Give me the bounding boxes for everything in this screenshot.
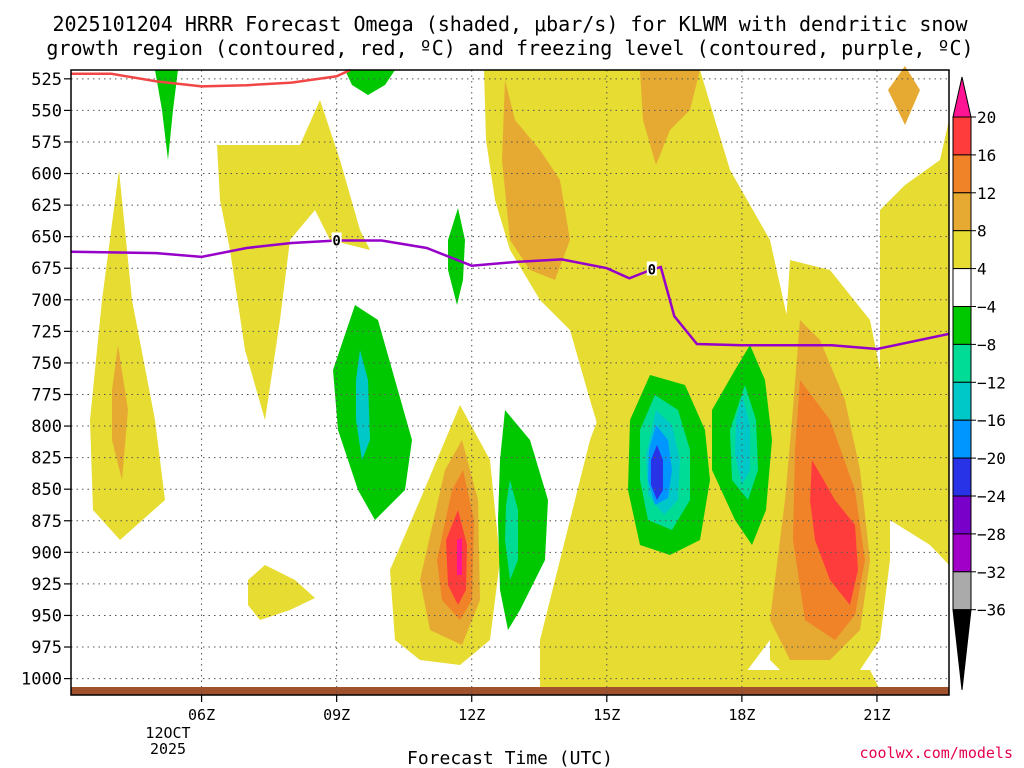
- y-tick-label: 600: [31, 165, 62, 185]
- colorbar-label: 4: [977, 260, 987, 279]
- colorbar-label: 16: [977, 146, 996, 165]
- y-tick-label: 650: [31, 228, 62, 248]
- colorbar-segment: [952, 381, 972, 421]
- colorbar-label: −32: [977, 563, 1006, 582]
- x-tick-label: 15Z: [593, 706, 620, 724]
- x-tick-label: 12Z: [458, 706, 485, 724]
- omega-area-teal-right-2b: [735, 395, 750, 485]
- colorbar-label: −4: [977, 298, 996, 317]
- colorbar-label: −24: [977, 487, 1006, 506]
- y-tick-label: 925: [31, 575, 62, 595]
- y-tick-label: 625: [31, 196, 62, 216]
- omega-area-green-left-mid: [333, 305, 412, 520]
- omega-area-darkblue-right-1: [651, 445, 663, 500]
- y-tick-label: 975: [31, 638, 62, 658]
- colorbar-segment: [952, 192, 972, 232]
- colorbar-label: −8: [977, 335, 996, 354]
- colorbar-segment: [952, 495, 972, 535]
- colorbar-label: −36: [977, 601, 1006, 620]
- y-tick-label: 825: [31, 449, 62, 469]
- omega-area-left-plume: [90, 170, 165, 540]
- colorbar-label: −28: [977, 525, 1006, 544]
- y-tick-label: 775: [31, 385, 62, 405]
- omega-area-green-small: [448, 208, 465, 305]
- omega-area-teal-left-mid: [356, 350, 370, 460]
- x-tick-label: 06Z: [188, 706, 215, 724]
- colorbar-segment: [952, 306, 972, 345]
- y-tick-label: 1000: [21, 670, 62, 690]
- colorbar: 20 16 12 8 4 −4 −8 −12 −16 −20 −24 −28 −32 −36: [952, 76, 1006, 691]
- credit-text: coolwx.com/models: [859, 744, 1013, 762]
- y-tick-label: 725: [31, 322, 62, 342]
- freezing-level-line: [70, 239, 950, 351]
- freezing-label-bg: [646, 261, 657, 276]
- omega-area-center-red: [446, 510, 467, 605]
- x-axis: 06Z 09Z 12Z 15Z 18Z 21Z: [188, 695, 891, 724]
- x-tick-label: 09Z: [323, 706, 350, 724]
- x-tick-label: 21Z: [863, 706, 890, 724]
- y-tick-label: 550: [31, 101, 62, 121]
- colorbar-top-arrow: [952, 76, 972, 118]
- colorbar-segment: [952, 457, 972, 497]
- grid-lines: [71, 70, 949, 695]
- omega-area-lower-band: [540, 400, 880, 690]
- y-tick-label: 700: [31, 291, 62, 311]
- colorbar-segment: [952, 230, 972, 270]
- freezing-level-label: 0: [648, 262, 656, 278]
- date-label-line-2: 2025: [150, 740, 186, 758]
- omega-area-teal-center: [505, 480, 518, 580]
- omega-area-green-top-mid: [345, 70, 395, 95]
- omega-area-right-red: [810, 460, 858, 605]
- dgz-contour-line: [71, 68, 351, 88]
- omega-shading: [71, 66, 949, 695]
- colorbar-label: 12: [977, 184, 996, 203]
- omega-area-green-top-left: [155, 70, 178, 160]
- omega-area-small-left-low: [248, 565, 315, 620]
- y-tick-label: 875: [31, 512, 62, 532]
- omega-area-upper-right: [484, 70, 949, 565]
- colorbar-label: −12: [977, 373, 1006, 392]
- colorbar-label: 8: [977, 222, 987, 241]
- colorbar-bottom-arrow: [952, 609, 972, 691]
- omega-area-upper-left: [217, 100, 370, 420]
- y-tick-label: 675: [31, 259, 62, 279]
- chart-title-line-1: 2025101204 HRRR Forecast Omega (shaded, …: [52, 12, 968, 36]
- x-axis-label: Forecast Time (UTC): [407, 748, 613, 768]
- colorbar-label: −20: [977, 449, 1006, 468]
- omega-area-center-peak: [457, 538, 462, 575]
- freezing-label-bg: [331, 232, 342, 247]
- y-tick-label: 525: [31, 70, 62, 90]
- y-tick-label: 900: [31, 543, 62, 563]
- colorbar-segment: [952, 343, 972, 383]
- freezing-level-label: 0: [332, 233, 340, 249]
- omega-area-upper-orange-1: [502, 80, 570, 280]
- date-label-line-1: 12OCT: [145, 724, 190, 742]
- ground-strip: [71, 687, 949, 695]
- colorbar-segment: [952, 571, 972, 611]
- plot-border: [70, 69, 950, 696]
- colorbar-segment: [952, 419, 972, 459]
- freezing-level-labels: 00: [331, 232, 657, 278]
- omega-area-left-orange: [112, 345, 128, 480]
- y-tick-label: 800: [31, 417, 62, 437]
- omega-area-upper-orange-2: [640, 70, 700, 165]
- colorbar-segment: [952, 116, 972, 156]
- chart-title-line-2: growth region (contoured, red, ºC) and f…: [46, 36, 973, 60]
- y-axis: 525 550 575 600 625 650 675 700 725 750 775 800 825 8…: [21, 70, 71, 690]
- y-tick-label: 950: [31, 606, 62, 626]
- y-tick-label: 575: [31, 133, 62, 153]
- colorbar-segment: [952, 533, 972, 573]
- colorbar-segment: [952, 268, 972, 308]
- x-tick-label: 18Z: [728, 706, 755, 724]
- colorbar-segment: [952, 154, 972, 194]
- colorbar-label: −16: [977, 411, 1006, 430]
- y-tick-label: 750: [31, 354, 62, 374]
- omega-area-upper-orange-3: [888, 66, 920, 125]
- y-tick-label: 850: [31, 480, 62, 500]
- colorbar-label: 20: [977, 108, 996, 127]
